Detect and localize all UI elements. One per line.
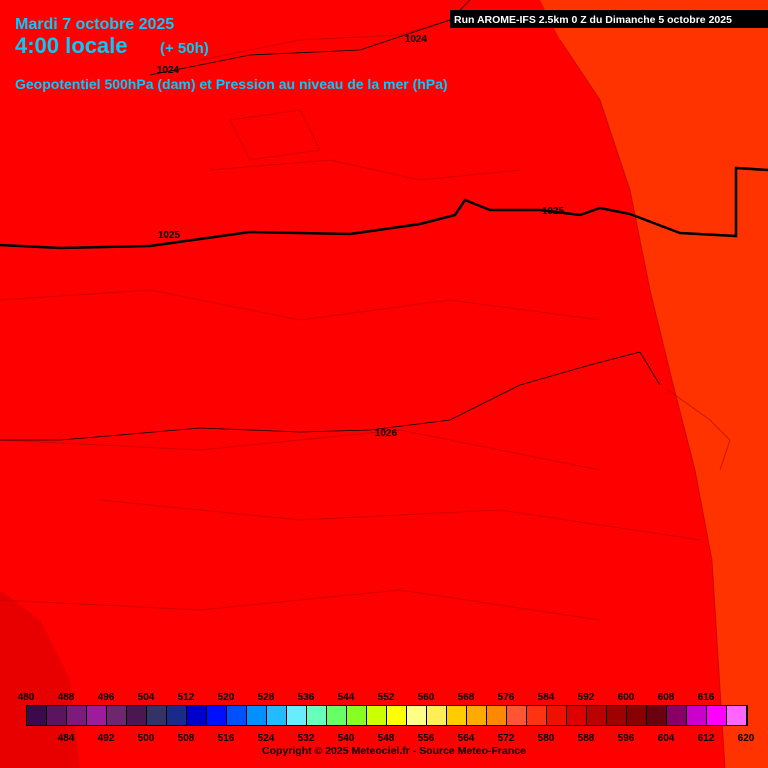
colorbar-swatch [667,706,686,725]
colorbar-label: 520 [218,692,235,703]
colorbar-swatch [647,706,666,725]
colorbar-swatch [347,706,366,725]
colorbar-label: 488 [58,692,75,703]
colorbar-swatch [187,706,206,725]
colorbar-swatch [367,706,386,725]
colorbar-label: 484 [58,733,75,744]
colorbar-label: 524 [258,733,275,744]
parameter: Geopotentiel 500hPa (dam) et Pression au… [15,76,448,92]
colorbar-swatch [467,706,486,725]
colorbar-swatch [167,706,186,725]
colorbar-label: 620 [738,733,755,744]
time: 4:00 locale [15,33,128,58]
colorbar-label: 504 [138,692,155,703]
colorbar: 480 484 488 492 496 500 504 508 512 516 520 524 528 5… [18,692,755,744]
colorbar-label: 616 [698,692,715,703]
borders [0,19,731,768]
colorbar-swatch [247,706,266,725]
colorbar-label: 588 [578,733,595,744]
isobar-label: 1024 [157,65,180,76]
isobar-label: 1025 [542,206,565,217]
colorbar-swatch [127,706,146,725]
colorbar-label: 536 [298,692,315,703]
colorbar-swatch [707,706,726,725]
colorbar-swatch [627,706,646,725]
colorbar-label: 508 [178,733,195,744]
colorbar-swatch [407,706,426,725]
colorbar-label: 480 [18,692,35,703]
colorbar-swatch [547,706,566,725]
colorbar-swatch [327,706,346,725]
colorbar-label: 612 [698,733,715,744]
colorbar-label: 560 [418,692,435,703]
colorbar-label: 532 [298,733,315,744]
isobar-label: 1024 [405,34,428,45]
colorbar-label: 576 [498,692,515,703]
colorbar-label: 544 [338,692,355,703]
colorbar-swatch [147,706,166,725]
colorbar-swatch [727,706,746,725]
date: Mardi 7 octobre 2025 [15,16,174,33]
colorbar-label: 548 [378,733,395,744]
colorbar-label: 512 [178,692,195,703]
colorbar-label: 596 [618,733,635,744]
colorbar-label: 584 [538,692,555,703]
colorbar-swatch [687,706,706,725]
colorbar-label: 580 [538,733,555,744]
colorbar-swatch [47,706,66,725]
colorbar-swatch [527,706,546,725]
colorbar-label: 552 [378,692,395,703]
colorbar-swatch [207,706,226,725]
colorbar-swatch [567,706,586,725]
colorbar-label: 568 [458,692,475,703]
colorbar-label: 540 [338,733,355,744]
colorbar-label: 500 [138,733,155,744]
colorbar-swatch [87,706,106,725]
colorbar-label: 608 [658,692,675,703]
colorbar-label: 496 [98,692,115,703]
colorbar-swatch [447,706,466,725]
colorbar-swatch [507,706,526,725]
copyright: Copyright © 2025 Meteociel.fr - Source M… [262,745,526,757]
colorbar-label: 572 [498,733,515,744]
colorbar-swatch [227,706,246,725]
colorbar-swatch [267,706,286,725]
colorbar-swatch [427,706,446,725]
colorbar-swatch [27,706,46,725]
colorbar-label: 528 [258,692,275,703]
isobar-label: 1025 [158,230,181,241]
colorbar-swatch [67,706,86,725]
colorbar-label: 556 [418,733,435,744]
colorbar-swatch [107,706,126,725]
colorbar-label: 592 [578,692,595,703]
colorbar-label: 516 [218,733,235,744]
colorbar-label: 604 [658,733,675,744]
run-info: Run AROME-IFS 2.5km 0 Z du Dimanche 5 oc… [454,14,732,26]
colorbar-swatch [287,706,306,725]
colorbar-swatch [487,706,506,725]
colorbar-swatch [387,706,406,725]
run-box [450,10,768,28]
lead-time: (+ 50h) [160,40,209,57]
colorbar-label: 492 [98,733,115,744]
warm-zone [540,0,768,768]
colorbar-swatch [607,706,626,725]
colorbar-label: 600 [618,692,635,703]
colorbar-label: 564 [458,733,475,744]
isobar-label: 1026 [375,428,398,439]
colorbar-swatch [587,706,606,725]
colorbar-swatch [307,706,326,725]
